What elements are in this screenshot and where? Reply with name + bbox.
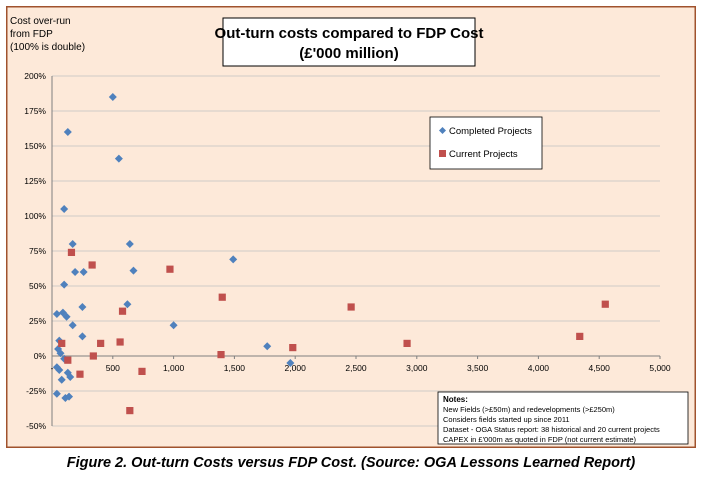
y-tick-label: 125% <box>24 176 46 186</box>
completed-project-point <box>71 268 80 276</box>
title-frame <box>222 17 476 67</box>
completed-project-point <box>286 359 295 367</box>
notes-line: New Fields (>£50m) and redevelopments (>… <box>443 405 615 414</box>
completed-project-point <box>55 366 64 374</box>
y-tick-label: 175% <box>24 106 46 116</box>
y-tick-label: 100% <box>24 211 46 221</box>
y-tick-label: -50% <box>26 421 46 431</box>
x-tick-label: 4,500 <box>589 363 611 373</box>
y-tick-label: 200% <box>24 71 46 81</box>
completed-project-point <box>68 240 77 248</box>
completed-project-point <box>68 321 77 330</box>
notes-line: CAPEX in £'000m as quoted in FDP (not cu… <box>443 435 637 444</box>
completed-project-point <box>57 375 66 384</box>
x-tick-label: 5,000 <box>649 363 671 373</box>
legend-completed-label: Completed Projects <box>449 126 532 137</box>
x-tick-labels: - 500 1,000 1,500 2,000 2,500 3,000 3,500 4,000 4… <box>51 356 671 373</box>
completed-project-point <box>52 310 61 318</box>
completed-project-point <box>229 255 238 264</box>
notes-heading: Notes: <box>443 395 468 404</box>
completed-project-point <box>114 154 123 163</box>
current-project-point <box>403 339 411 347</box>
current-projects-series <box>58 248 609 415</box>
chart-subtitle: (£'000 million) <box>299 45 398 62</box>
current-project-point <box>217 351 225 359</box>
completed-project-point <box>263 342 272 351</box>
current-project-point <box>89 352 97 360</box>
current-project-point <box>76 370 84 378</box>
x-tick-label: 3,500 <box>467 363 489 373</box>
y-tick-label: 150% <box>24 141 46 151</box>
completed-project-point <box>129 266 138 275</box>
current-project-point <box>138 367 146 375</box>
current-project-point <box>118 307 127 315</box>
notes-box: Notes: New Fields (>£50m) and redevelopm… <box>437 391 689 445</box>
figure-caption: Figure 2. Out-turn Costs versus FDP Cost… <box>66 455 636 471</box>
gridlines <box>52 75 660 427</box>
legend-current-marker <box>439 150 446 157</box>
current-project-point <box>58 339 66 347</box>
completed-project-point <box>65 392 74 401</box>
y-tick-labels: 200% 175% 150% 125% 100% 75% 50% 25% 0% -25% -50% <box>24 71 46 431</box>
current-project-point <box>576 332 584 340</box>
completed-project-point <box>125 240 134 248</box>
completed-project-point <box>60 354 69 363</box>
completed-project-point <box>78 332 87 341</box>
current-project-point <box>218 293 226 301</box>
completed-project-point <box>78 303 87 311</box>
legend-frame <box>429 116 543 170</box>
y-tick-label: 50% <box>29 281 46 291</box>
y-axis-label-line: from FDP <box>10 29 53 40</box>
x-tick-label: 2,000 <box>285 363 307 373</box>
y-tick-label: -25% <box>26 386 46 396</box>
chart-title-box: Out-turn costs compared to FDP Cost (£'0… <box>215 17 484 67</box>
current-project-point <box>97 339 105 347</box>
current-project-point <box>601 300 609 308</box>
x-tick-label: 1,500 <box>224 363 246 373</box>
current-project-point <box>88 261 96 269</box>
completed-project-point <box>56 349 65 358</box>
current-project-point <box>67 248 76 256</box>
current-project-point <box>116 338 124 346</box>
completed-project-point <box>52 389 61 398</box>
completed-project-point <box>66 373 75 381</box>
completed-project-point <box>63 128 72 136</box>
x-tick-label: 500 <box>106 363 120 373</box>
x-tick-label: 2,500 <box>345 363 367 373</box>
y-tick-label: 75% <box>29 246 46 256</box>
x-tick-label: 1,000 <box>163 363 185 373</box>
current-project-point <box>64 356 72 364</box>
legend: Completed Projects Current Projects <box>429 116 543 170</box>
current-project-point <box>126 407 134 415</box>
y-axis-label-line: (100% is double) <box>10 42 85 53</box>
legend-completed-marker <box>439 127 446 134</box>
completed-project-point <box>169 321 178 330</box>
y-axis-label-line: Cost over-run <box>10 16 71 27</box>
chart-background <box>6 6 696 448</box>
current-project-point <box>289 344 297 352</box>
current-project-point <box>347 303 355 311</box>
notes-line: Considers fields started up since 2011 <box>443 415 570 424</box>
x-tick-label: 4,000 <box>528 363 550 373</box>
completed-project-point <box>60 280 69 289</box>
x-tick-label: 3,000 <box>406 363 428 373</box>
chart-frame: Cost over-run from FDP (100% is double) … <box>6 6 696 448</box>
completed-project-point <box>108 93 117 101</box>
completed-project-point <box>62 312 71 321</box>
y-axis-label: Cost over-run from FDP (100% is double) <box>10 16 85 53</box>
notes-line: Dataset - OGA Status report: 38 historic… <box>443 425 660 434</box>
y-tick-label: 25% <box>29 316 46 326</box>
completed-project-point <box>60 205 69 213</box>
chart-title: Out-turn costs compared to FDP Cost <box>215 25 484 42</box>
legend-current-label: Current Projects <box>449 149 518 160</box>
completed-project-point <box>79 268 88 276</box>
completed-project-point <box>123 300 132 309</box>
current-project-point <box>166 265 174 273</box>
completed-projects-series <box>52 93 295 402</box>
x-tick-label: - <box>51 363 54 373</box>
y-tick-label: 0% <box>34 351 47 361</box>
notes-frame <box>437 391 689 445</box>
